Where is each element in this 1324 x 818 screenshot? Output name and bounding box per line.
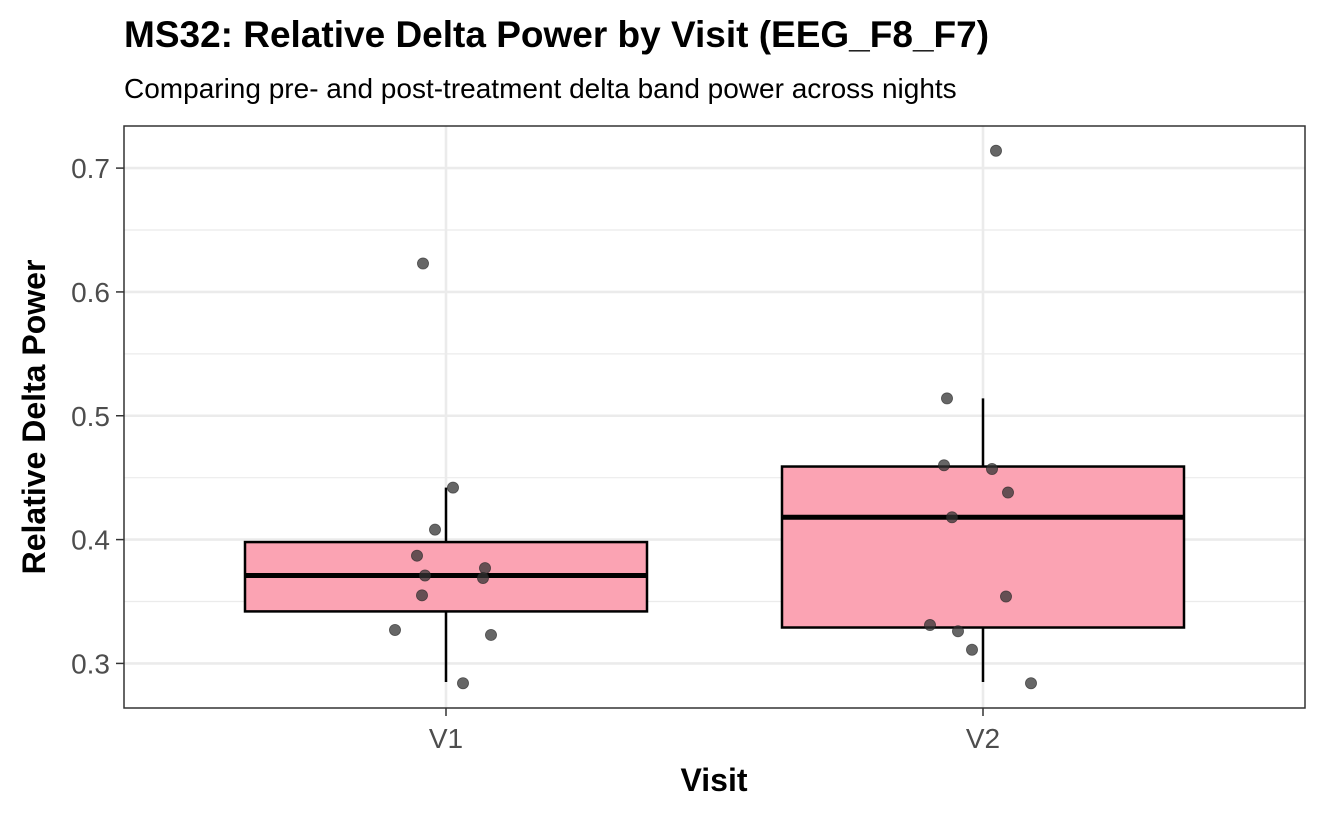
box-v2 <box>780 465 1186 629</box>
data-point <box>410 549 423 562</box>
data-point <box>952 625 965 638</box>
chart-title: MS32: Relative Delta Power by Visit (EEG… <box>124 14 990 55</box>
y-tick-label: 0.6 <box>71 277 110 308</box>
data-point <box>990 144 1003 157</box>
data-point <box>388 623 401 636</box>
data-point <box>456 677 469 690</box>
data-point <box>478 562 491 575</box>
data-point <box>924 619 937 632</box>
data-point <box>941 392 954 405</box>
y-tick-label: 0.4 <box>71 525 110 556</box>
y-tick-label: 0.7 <box>71 153 110 184</box>
data-point <box>986 463 999 476</box>
data-point <box>415 589 428 602</box>
chart-subtitle: Comparing pre- and post-treatment delta … <box>124 73 957 104</box>
x-tick-label: V1 <box>429 723 463 754</box>
data-point <box>446 481 459 494</box>
data-point <box>416 257 429 270</box>
data-point <box>1000 590 1013 603</box>
data-point <box>418 569 431 582</box>
data-point <box>966 643 979 656</box>
data-point <box>1025 677 1038 690</box>
x-tick-label: V2 <box>966 723 1000 754</box>
y-tick-label: 0.5 <box>71 401 110 432</box>
x-axis-title: Visit <box>681 762 748 798</box>
boxes <box>243 398 1186 682</box>
data-point <box>946 511 959 524</box>
data-points <box>388 144 1038 690</box>
data-point <box>938 459 951 472</box>
data-point <box>1002 486 1015 499</box>
y-tick-label: 0.3 <box>71 648 110 679</box>
data-point <box>476 571 489 584</box>
data-point <box>484 628 497 641</box>
plot-panel-border <box>123 125 1306 709</box>
axes: 0.3 0.4 0.5 0.6 0.7 V1 V2 <box>71 153 1000 754</box>
y-axis-title: Relative Delta Power <box>16 260 52 575</box>
data-point <box>428 523 441 536</box>
